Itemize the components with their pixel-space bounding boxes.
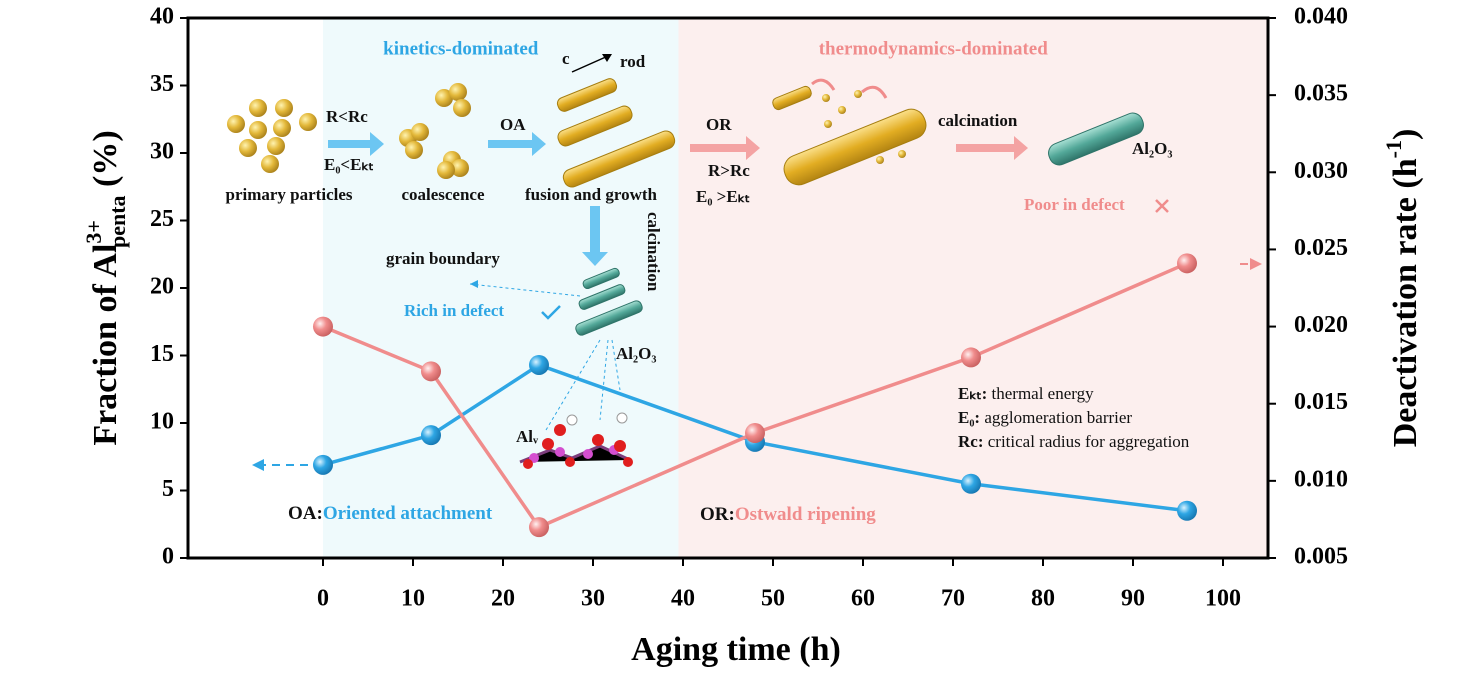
- annotation: fusion and growth: [525, 185, 657, 204]
- y2-tick-label: 0.025: [1294, 235, 1348, 261]
- marker: [1177, 500, 1197, 521]
- marker: [421, 361, 441, 382]
- annotation: primary particles: [226, 185, 353, 204]
- y-tick-label: 20: [150, 274, 174, 300]
- definition-text: Ostwald ripening: [735, 504, 876, 525]
- y-tick-label: 15: [150, 341, 174, 367]
- annotation: E₀ >Eₖₜ: [696, 187, 750, 206]
- x-tick-label: 10: [401, 586, 425, 612]
- annotation: Al₂O₃: [616, 344, 656, 363]
- note: Rc: critical radius for aggregation: [958, 432, 1190, 451]
- marker: [421, 425, 441, 446]
- y2-tick-label: 0.010: [1294, 466, 1348, 492]
- y2-tick-label: 0.020: [1294, 312, 1348, 338]
- annotation: Alᵥ: [516, 427, 539, 446]
- y2-tick-label: 0.005: [1294, 544, 1348, 570]
- y-label-part: (%): [87, 130, 124, 195]
- y2-axis-label: Deactivation rate (h-1): [1381, 129, 1424, 448]
- y2-tick-label: 0.040: [1294, 4, 1348, 30]
- annotation: rod: [620, 52, 646, 71]
- y2-label-part: Deactivation rate (h: [1387, 158, 1424, 447]
- y-tick-label: 25: [150, 206, 174, 232]
- annotation: R<Rc: [326, 107, 368, 126]
- x-tick-label: 20: [491, 586, 515, 612]
- marker: [529, 517, 549, 538]
- note-text: thermal energy: [987, 384, 1094, 403]
- y-label-part: 3+: [81, 220, 106, 244]
- region-label: kinetics-dominated: [383, 38, 539, 59]
- illustration: [227, 54, 1262, 471]
- definition: OR:Ostwald ripening: [700, 504, 876, 525]
- y-label-part: Fraction of Al: [87, 244, 124, 446]
- y-tick-label: 0: [162, 544, 174, 570]
- annotation: Al₂O₃: [1132, 139, 1172, 158]
- definition: OA:Oriented attachment: [288, 503, 493, 524]
- marker: [313, 316, 333, 337]
- note: Eₖₜ: thermal energy: [958, 384, 1094, 403]
- region: [323, 18, 679, 558]
- annotation: OR: [706, 115, 732, 134]
- y2-tick-label: 0.035: [1294, 81, 1348, 107]
- definition-term: OA:: [288, 503, 323, 524]
- marker: [961, 473, 981, 494]
- note-term: Rc:: [958, 432, 983, 451]
- annotation: c: [562, 49, 570, 68]
- annotation: OA: [500, 115, 526, 134]
- definition-term: OR:: [700, 504, 735, 525]
- y-tick-label: 35: [150, 71, 174, 97]
- marker: [529, 354, 549, 375]
- x-tick-label: 80: [1031, 586, 1055, 612]
- x-tick-label: 70: [941, 586, 965, 612]
- note-term: E₀:: [958, 408, 980, 427]
- marker: [745, 423, 765, 444]
- y2-tick-label: 0.015: [1294, 389, 1348, 415]
- x-tick-label: 50: [761, 586, 785, 612]
- annotation: R>Rc: [708, 161, 750, 180]
- marker: [961, 347, 981, 368]
- annotation: grain boundary: [386, 249, 500, 268]
- annotation: Rich in defect: [404, 301, 504, 320]
- x-tick-label: 30: [581, 586, 605, 612]
- x-tick-label: 60: [851, 586, 875, 612]
- y2-label-part: ): [1387, 129, 1424, 140]
- region-label: thermodynamics-dominated: [819, 38, 1048, 59]
- y-label-part: penta: [105, 195, 130, 248]
- series-line: [322, 363, 1188, 513]
- annotations: R<Rc E₀<Eₖₜ primary particles coalescenc…: [226, 49, 1190, 525]
- x-tick-label: 90: [1121, 586, 1145, 612]
- annotation: calcination: [644, 212, 663, 292]
- marker: [1177, 253, 1197, 274]
- y2-tick-label: 0.030: [1294, 158, 1348, 184]
- x-tick-label: 0: [317, 586, 329, 612]
- x-axis-label: Aging time (h): [631, 631, 841, 668]
- note-text: critical radius for aggregation: [983, 432, 1189, 451]
- annotation: Poor in defect: [1024, 195, 1125, 214]
- y-axis-label: Fraction of Al3+penta (%): [81, 130, 130, 445]
- series-line: [322, 261, 1188, 530]
- y-tick-label: 5: [162, 476, 174, 502]
- marker: [313, 454, 333, 475]
- x-tick-label: 100: [1205, 586, 1241, 612]
- note: E₀: agglomeration barrier: [958, 408, 1132, 427]
- note-term: Eₖₜ:: [958, 384, 987, 403]
- annotation: E₀<Eₖₜ: [324, 155, 374, 174]
- y-tick-label: 10: [150, 409, 174, 435]
- x-tick-label: 40: [671, 586, 695, 612]
- y-tick-label: 30: [150, 139, 174, 165]
- y2-label-part: -1: [1381, 140, 1406, 158]
- y-tick-label: 40: [150, 4, 174, 30]
- annotation: coalescence: [401, 185, 485, 204]
- definition-text: Oriented attachment: [323, 503, 493, 524]
- note-text: agglomeration barrier: [980, 408, 1132, 427]
- annotation: calcination: [938, 111, 1018, 130]
